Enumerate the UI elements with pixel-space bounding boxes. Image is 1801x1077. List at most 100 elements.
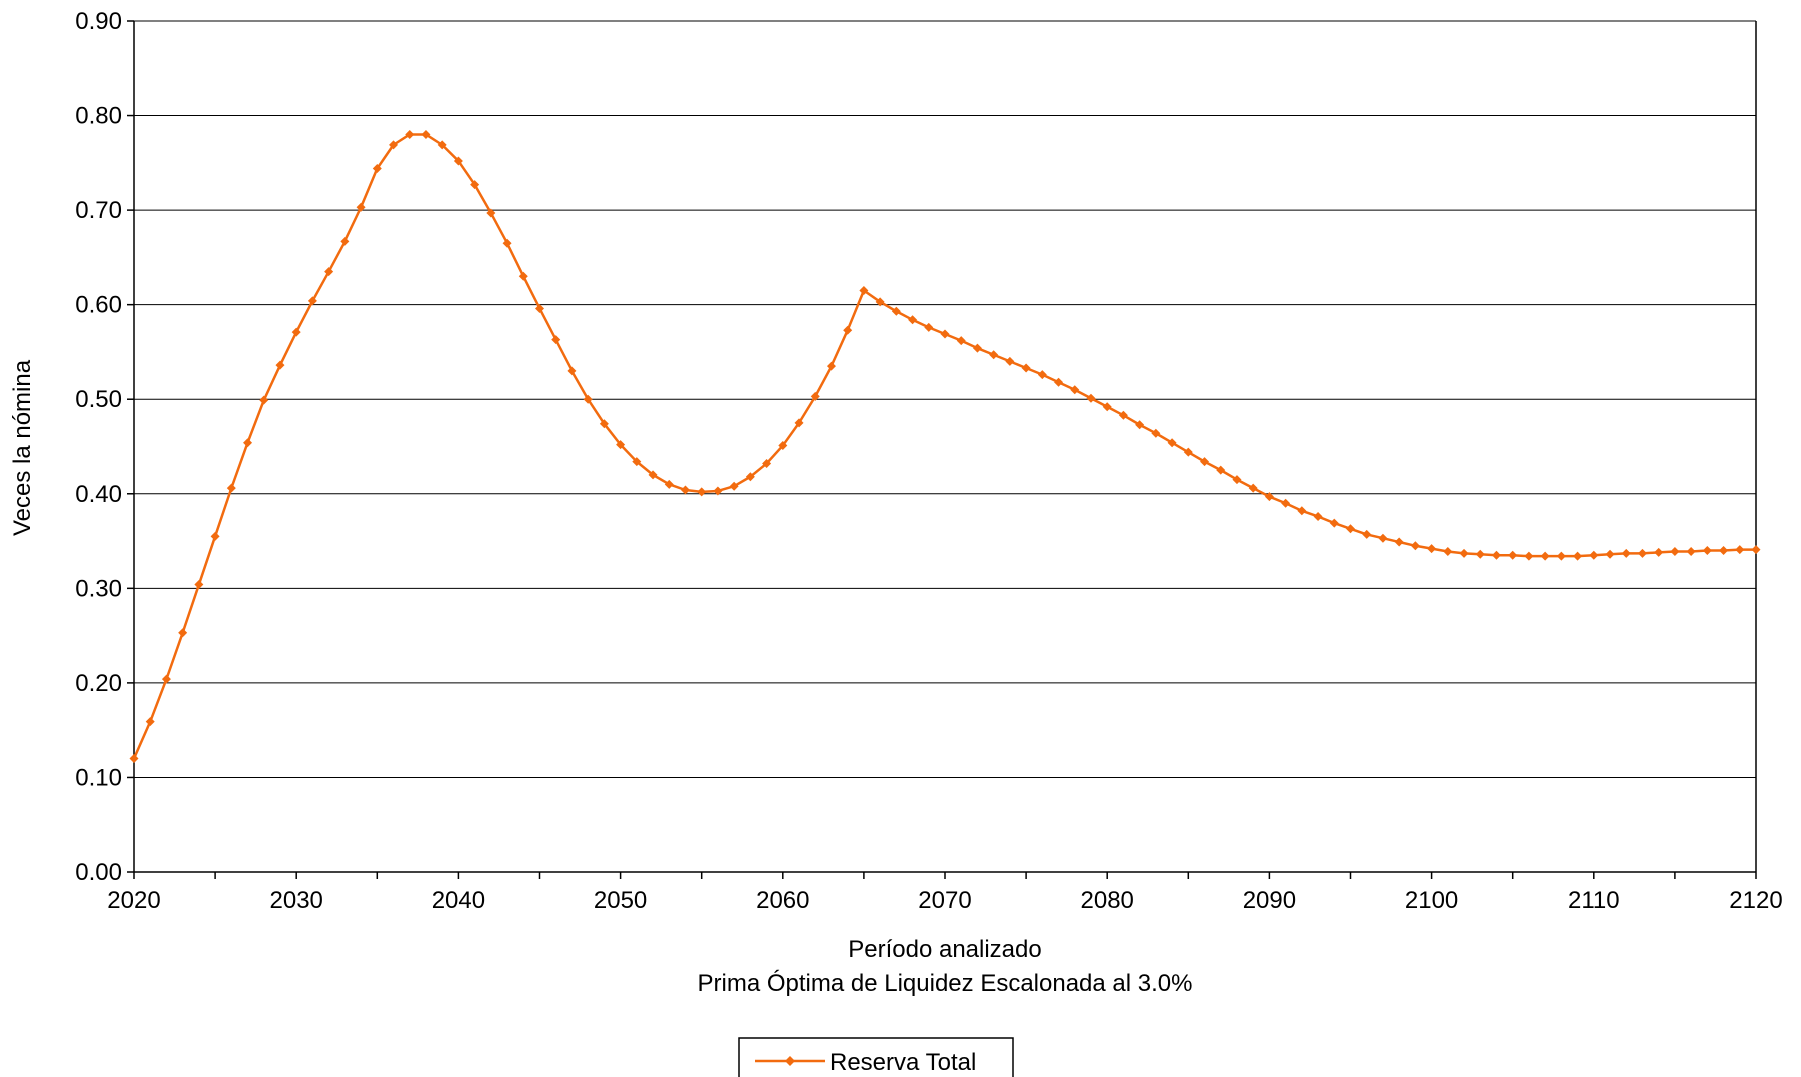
data-point [567,366,577,376]
data-point [648,470,658,480]
data-point [1183,447,1193,457]
data-point [875,297,885,307]
data-point [1313,511,1323,521]
data-point [405,129,415,139]
data-point [1216,465,1226,475]
data-point [1346,524,1355,534]
x-axis-title: Período analizado [848,936,1041,963]
data-point [1167,438,1177,448]
y-tick-label: 0.50 [75,386,122,413]
y-tick-label: 0.90 [75,8,122,35]
data-point [1735,545,1745,555]
data-point [778,441,788,451]
data-point [1589,550,1599,560]
data-point [680,485,690,495]
y-tick-label: 0.80 [75,103,122,130]
data-point [924,322,934,332]
data-point [1637,548,1647,558]
data-point [1654,547,1664,557]
data-point [1524,551,1534,561]
data-point [129,754,139,764]
y-tick-label: 0.60 [75,292,122,319]
data-point [940,329,950,339]
x-tick-label: 2030 [270,887,323,914]
data-point [1362,529,1372,539]
data-point [470,180,480,190]
data-point [713,486,723,496]
data-point [518,271,528,281]
data-point [145,717,155,727]
data-point [453,156,463,166]
data-point [437,140,447,150]
data-point [1410,541,1420,551]
axes [127,20,1757,879]
y-axis-title: Veces la nómina [9,359,36,536]
data-point [1135,420,1145,430]
data-point [226,483,236,493]
data-point [843,325,853,335]
data-point [1378,533,1388,543]
data-point [324,267,334,277]
data-point [956,336,966,346]
data-point [1297,506,1307,516]
data-point [307,296,317,306]
data-point [1151,428,1161,438]
y-tick-label: 0.20 [75,670,122,697]
data-point [1264,492,1274,502]
data-point [1200,457,1210,467]
data-point [632,457,642,467]
data-point [243,438,253,448]
data-point [908,315,918,325]
data-point [161,674,171,684]
data-point [1427,544,1437,554]
data-point [989,350,999,360]
data-point [745,472,755,482]
data-point [1102,402,1112,412]
series-layer [129,129,1761,764]
grid-lines [134,20,1756,778]
data-point [616,440,626,450]
data-point [194,580,204,590]
data-point [1118,410,1128,420]
x-tick-label: 2090 [1243,887,1296,914]
data-point [178,628,188,638]
y-tick-label: 0.30 [75,575,122,602]
data-point [891,306,901,316]
x-tick-labels: 2020 2030 2040 2050 2060 2070 2080 2090 2100 2110… [107,887,1782,914]
data-point [551,335,561,345]
data-point [259,395,269,405]
data-point [1621,548,1631,558]
data-point [794,418,804,428]
y-tick-label: 0.00 [75,859,122,886]
data-point [1281,498,1291,508]
data-point [583,394,593,404]
data-point [729,481,739,491]
data-point [1702,546,1712,556]
series-line [132,133,1756,760]
x-tick-label: 2020 [107,887,160,914]
data-point [1605,549,1615,559]
data-point [859,285,869,295]
data-point [1573,551,1583,561]
data-point [1751,545,1761,555]
x-tick-label: 2060 [756,887,809,914]
data-point [972,343,982,353]
x-tick-label: 2040 [432,887,485,914]
data-point [340,236,350,246]
x-tick-label: 2120 [1729,887,1782,914]
data-point [372,164,382,174]
data-point [1021,363,1031,373]
data-point [1540,551,1550,561]
x-tick-label: 2080 [1081,887,1134,914]
data-point [697,487,707,497]
data-point [502,238,512,248]
data-point [1719,546,1729,556]
y-tick-label: 0.10 [75,764,122,791]
data-point [1556,551,1566,561]
data-point [1508,550,1518,560]
data-point [826,361,836,371]
data-point [1686,546,1696,556]
data-point [1086,393,1096,403]
data-point [762,459,772,469]
